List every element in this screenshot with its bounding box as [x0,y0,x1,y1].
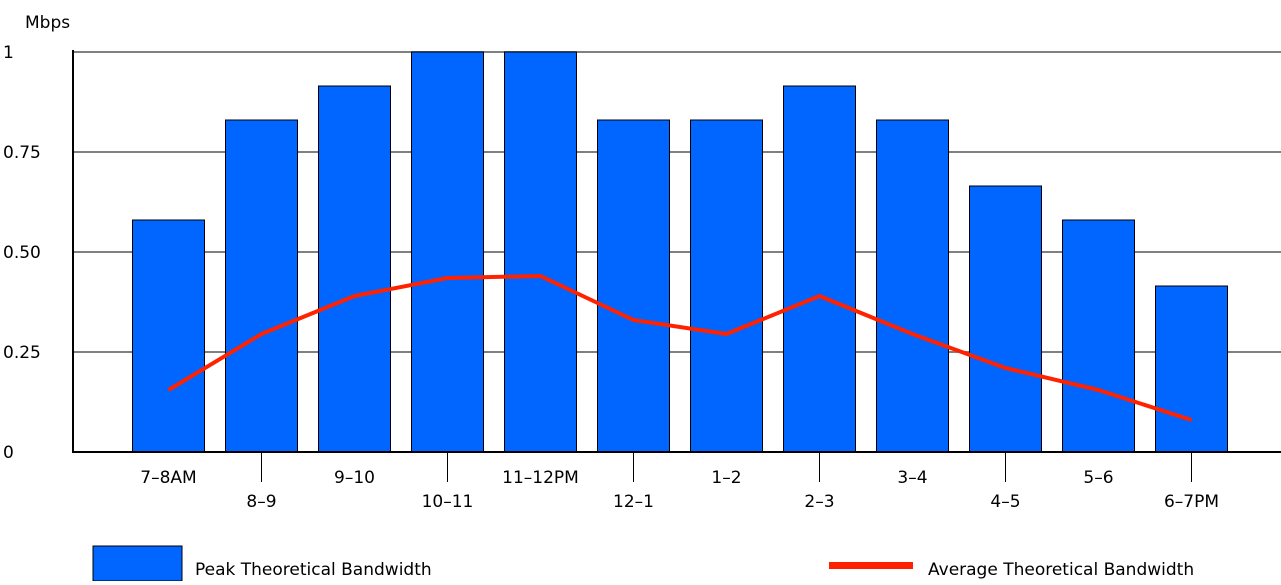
legend-swatch-peak [92,545,183,582]
bar-peak [783,85,856,453]
bar-peak [597,119,670,453]
tick-labels: 0 0.25 0.50 0.75 1 7–8AM 8–9 9–10 10–11 11–12PM 12… [3,43,1219,512]
bar-peak [876,119,949,453]
bar-peak [1062,219,1135,453]
bar-peak [411,51,484,453]
y-tick-label: 1 [3,43,14,63]
y-axis-unit-label: Mbps [25,13,70,33]
bar-peak [690,119,763,453]
average-line [167,274,1193,422]
bar-peak [225,119,298,453]
x-tick-label: 7–8AM [140,468,196,488]
legend: Peak Theoretical Bandwidth Average Theor… [92,545,1194,582]
legend-swatch-average [829,562,913,569]
x-tick-label: 11–12PM [502,468,579,488]
bars [132,51,1228,453]
x-tick-label: 5–6 [1083,468,1113,488]
x-tick-label: 1–2 [711,468,741,488]
x-tick-label: 4–5 [990,492,1020,512]
line-average [167,274,1193,422]
y-tick-label: 0 [3,443,14,463]
x-tick-label: 8–9 [246,492,276,512]
axes [72,50,1281,482]
bar-peak [969,185,1042,453]
x-tick-label: 10–11 [422,492,474,512]
x-tick-label: 6–7PM [1164,492,1219,512]
x-tick-label: 9–10 [334,468,375,488]
y-tick-label: 0.75 [3,143,41,163]
bar-peak [318,85,391,453]
x-tick-label: 3–4 [897,468,927,488]
legend-label-peak: Peak Theoretical Bandwidth [195,560,432,580]
bar-peak [1155,285,1228,453]
bar-peak [504,51,577,453]
bar-peak [132,219,205,453]
x-tick-label: 12–1 [613,492,654,512]
legend-label-average: Average Theoretical Bandwidth [928,560,1194,580]
x-tick-label: 2–3 [804,492,834,512]
y-tick-label: 0.50 [3,243,41,263]
y-tick-label: 0.25 [3,343,41,363]
